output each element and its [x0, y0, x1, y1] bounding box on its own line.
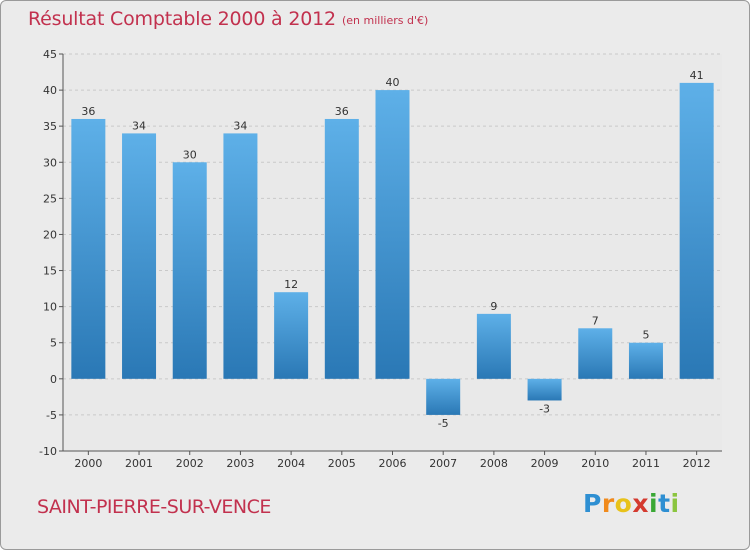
y-tick-label: 20	[43, 228, 57, 241]
data-label-2009: -3	[539, 402, 550, 415]
bar-2011	[628, 342, 663, 379]
y-tick-label: -5	[46, 409, 57, 422]
logo-letter: x	[632, 489, 649, 518]
x-tick-label-2012: 2012	[683, 457, 711, 470]
y-tick-label: 45	[43, 48, 57, 61]
bar-2007	[426, 378, 461, 415]
data-label-2010: 7	[592, 314, 599, 327]
x-tick-label-2002: 2002	[176, 457, 204, 470]
x-tick-label-2009: 2009	[531, 457, 559, 470]
y-tick-label: 40	[43, 84, 57, 97]
x-tick-label-2003: 2003	[226, 457, 254, 470]
x-tick-label-2005: 2005	[328, 457, 356, 470]
y-tick-label: -10	[39, 445, 57, 458]
data-label-2001: 34	[132, 119, 146, 132]
y-tick-label: 10	[43, 301, 57, 314]
logo-letter: P	[583, 489, 602, 518]
x-tick-label-2001: 2001	[125, 457, 153, 470]
bar-2006	[375, 90, 410, 379]
x-tick-label-2010: 2010	[581, 457, 609, 470]
chart-subtitle: (en milliers d'€)	[342, 14, 429, 27]
data-label-2005: 36	[335, 105, 349, 118]
y-tick-label: 5	[50, 337, 57, 350]
data-label-2007: -5	[438, 417, 449, 430]
data-label-2008: 9	[490, 300, 497, 313]
y-tick-label: 25	[43, 192, 57, 205]
data-label-2006: 40	[386, 76, 400, 89]
proxiti-logo: Proxiti	[583, 489, 680, 518]
data-label-2004: 12	[284, 278, 298, 291]
x-tick-label-2011: 2011	[632, 457, 660, 470]
chart-title: Résultat Comptable 2000 à 2012	[28, 8, 336, 30]
bar-2000	[71, 118, 106, 379]
bar-2010	[578, 328, 613, 379]
x-tick-label-2004: 2004	[277, 457, 305, 470]
logo-letter: o	[614, 489, 633, 518]
x-tick-label-2006: 2006	[379, 457, 407, 470]
logo-letter: i	[649, 489, 659, 518]
y-tick-label: 30	[43, 156, 57, 169]
y-tick-label: 0	[50, 373, 57, 386]
bar-2009	[527, 378, 562, 401]
data-label-2002: 30	[183, 148, 197, 161]
x-tick-label-2000: 2000	[74, 457, 102, 470]
x-tick-label-2008: 2008	[480, 457, 508, 470]
bar-2008	[476, 313, 511, 379]
data-label-2012: 41	[690, 69, 704, 82]
logo-letter: r	[601, 489, 615, 518]
logo-letter: t	[658, 489, 671, 518]
logo-letter: i	[670, 489, 680, 518]
commune-name: SAINT-PIERRE-SUR-VENCE	[37, 496, 271, 518]
bar-2001	[122, 133, 157, 379]
bar-2004	[274, 292, 309, 379]
y-tick-label: 35	[43, 120, 57, 133]
bar-2012	[679, 82, 714, 379]
bar-2003	[223, 133, 258, 379]
x-tick-label-2007: 2007	[429, 457, 457, 470]
data-label-2011: 5	[642, 329, 649, 342]
bar-2005	[324, 118, 359, 379]
bar-2002	[172, 162, 207, 379]
data-label-2003: 34	[233, 119, 247, 132]
data-label-2000: 36	[81, 105, 95, 118]
y-tick-label: 15	[43, 265, 57, 278]
